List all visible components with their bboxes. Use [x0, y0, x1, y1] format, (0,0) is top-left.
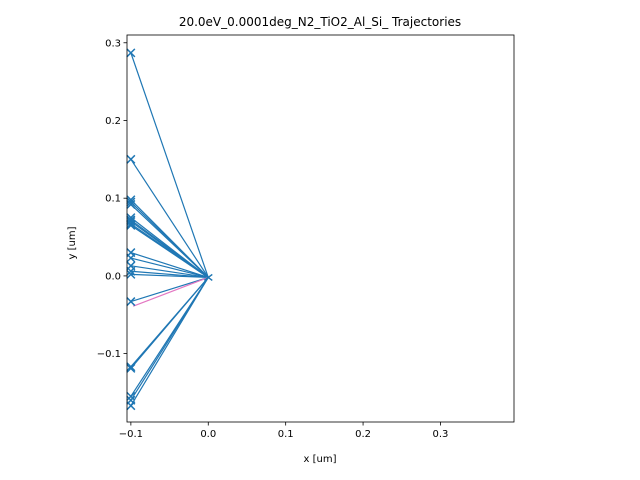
- x-tick-label-2: 0.1: [278, 429, 294, 440]
- x-tick-label-3: 0.2: [355, 429, 371, 440]
- trajectory-line-12: [130, 265, 209, 279]
- axes-frame: [126, 34, 515, 423]
- endpoint-marker-3: [126, 197, 136, 207]
- y-tick-label-0: −0.1: [97, 349, 121, 360]
- trajectory-line-4: [130, 203, 209, 278]
- endpoint-marker-7: [126, 216, 136, 227]
- endpoint-marker-11: [126, 253, 136, 263]
- endpoint-marker-18: [126, 391, 136, 401]
- y-tick-label-3: 0.2: [105, 116, 121, 127]
- plot-area: [126, 48, 213, 411]
- y-tick-label-2: 0.1: [105, 194, 121, 205]
- endpoint-marker-14: [126, 269, 136, 279]
- trajectory-line-11: [130, 257, 209, 279]
- chart-title: 20.0eV_0.0001deg_N2_TiO2_Al_Si_ Trajecto…: [179, 15, 461, 29]
- trajectory-line-0: [130, 52, 209, 278]
- endpoint-marker-8: [126, 219, 136, 229]
- endpoint-marker-15: [126, 297, 136, 307]
- secondary-trajectory: [132, 276, 209, 307]
- x-tick-label-1: 0.0: [200, 429, 216, 440]
- trajectory-line-15: [130, 276, 209, 303]
- trajectory-line-9: [130, 224, 209, 278]
- y-tick-label-4: 0.3: [105, 38, 121, 49]
- trajectory-line-20: [130, 277, 209, 406]
- endpoint-marker-16: [126, 362, 136, 372]
- endpoint-marker-9: [126, 220, 136, 230]
- y-axis-label: y [um]: [67, 226, 78, 259]
- endpoint-marker-4: [126, 199, 136, 209]
- trajectory-line-17: [130, 277, 209, 369]
- origin-marker: [203, 273, 213, 282]
- axes: −0.1 0.0 0.1 0.2 0.3 −0.1 0.0 0.1 0.2 0.3: [97, 34, 515, 440]
- trajectory-line-1: [130, 159, 209, 278]
- x-axis-label: x [um]: [304, 454, 337, 465]
- endpoint-marker-1: [126, 154, 136, 164]
- y-tick-label-1: 0.0: [105, 271, 121, 282]
- trajectory-line-14: [130, 273, 209, 279]
- endpoint-marker-20: [126, 401, 136, 411]
- x-tick-label-0: −0.1: [119, 429, 143, 440]
- endpoint-marker-17: [126, 363, 136, 373]
- trajectory-line-10: [130, 252, 209, 279]
- x-tick-label-4: 0.3: [433, 429, 449, 440]
- endpoint-marker-13: [126, 266, 136, 276]
- endpoint-marker-0: [126, 48, 136, 58]
